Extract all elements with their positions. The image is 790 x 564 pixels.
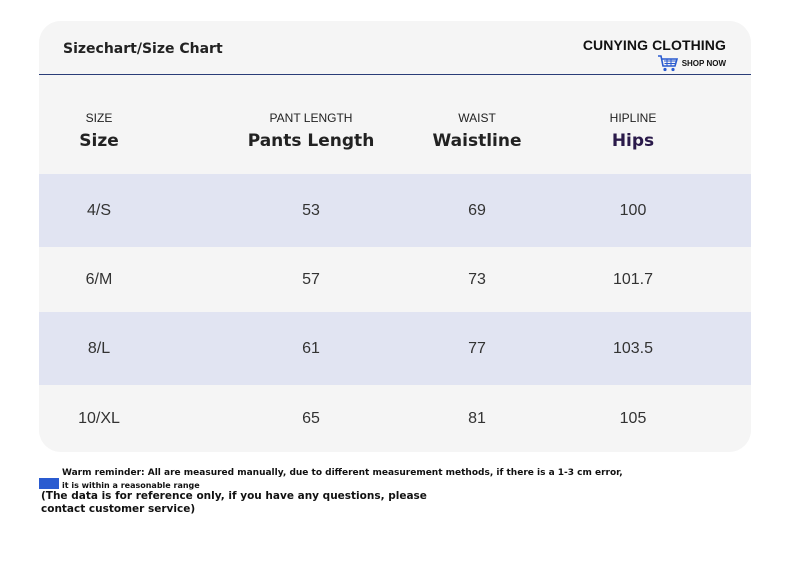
table-cell: 6/M bbox=[85, 270, 113, 288]
column-header-label: Pants Length bbox=[247, 131, 375, 151]
table-row: 8/L 61 77 103.5 bbox=[39, 312, 751, 385]
note-line: it is within a reasonable range bbox=[62, 481, 200, 490]
table-cell: 61 bbox=[302, 339, 320, 357]
table-cell: 101.7 bbox=[612, 270, 654, 288]
brand-name: CUNYING CLOTHING bbox=[582, 37, 726, 53]
table-cell: 73 bbox=[468, 270, 486, 288]
table-row: 4/S 53 69 100 bbox=[39, 174, 751, 247]
table-cell: 65 bbox=[302, 409, 320, 427]
table-cell: 4/S bbox=[86, 201, 111, 219]
table-cell: 105 bbox=[619, 409, 647, 427]
note-marker bbox=[39, 478, 59, 489]
table-row: 10/XL 65 81 105 bbox=[39, 385, 751, 452]
shopping-cart-icon bbox=[657, 55, 678, 72]
table-cell: 100 bbox=[619, 201, 647, 219]
column-header-small: SIZE bbox=[85, 111, 113, 125]
table-cell: 103.5 bbox=[612, 339, 654, 357]
table-cell: 57 bbox=[302, 270, 320, 288]
column-header-small: HIPLINE bbox=[609, 111, 657, 125]
shop-now-link[interactable]: SHOP NOW bbox=[583, 54, 726, 72]
table-cell: 10/XL bbox=[78, 409, 120, 427]
note-disclaimer: (The data is for reference only, if you … bbox=[41, 490, 427, 515]
size-chart-header: Sizechart/Size Chart CUNYING CLOTHING SH… bbox=[39, 21, 751, 75]
shop-now-label: SHOP NOW bbox=[681, 58, 726, 68]
table-cell: 53 bbox=[302, 201, 320, 219]
table-cell: 8/L bbox=[87, 339, 111, 357]
table-cell: 69 bbox=[468, 201, 486, 219]
brand-block: CUNYING CLOTHING SHOP NOW bbox=[583, 37, 726, 72]
table-row: 6/M 57 73 101.7 bbox=[39, 247, 751, 312]
table-cell: 81 bbox=[468, 409, 486, 427]
table-header-row: SIZE Size PANT LENGTH Pants Length WAIST… bbox=[39, 75, 751, 174]
column-header-small: WAIST bbox=[458, 111, 496, 125]
page-title: Sizechart/Size Chart bbox=[63, 41, 223, 57]
column-header-small: PANT LENGTH bbox=[269, 111, 353, 125]
note-line: Warm reminder: All are measured manually… bbox=[62, 468, 623, 478]
column-header-label: Size bbox=[79, 131, 119, 151]
column-header-label: Hips bbox=[611, 131, 655, 151]
size-chart-card: Sizechart/Size Chart CUNYING CLOTHING SH… bbox=[39, 21, 751, 452]
table-cell: 77 bbox=[468, 339, 486, 357]
column-header-label: Waistline bbox=[432, 131, 522, 151]
